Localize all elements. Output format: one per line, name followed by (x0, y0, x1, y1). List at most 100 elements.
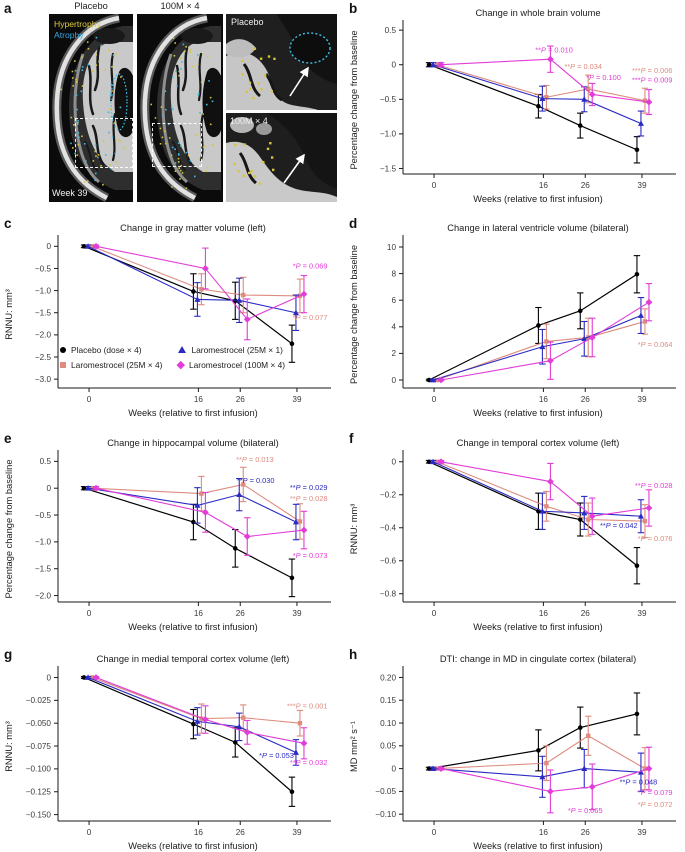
x-tick-label: 39 (637, 181, 647, 190)
data-point-diamond (243, 533, 251, 540)
y-tick-label: −1.0 (35, 538, 52, 547)
y-axis-label: Percentage change from baseline (349, 30, 359, 169)
series-line-l25m1 (432, 314, 642, 381)
legend-item-placebo: Placebo (dose × 4) (60, 345, 162, 355)
series-line-l100m4 (440, 768, 650, 792)
data-point-diamond (547, 787, 554, 795)
data-point-square (89, 486, 95, 491)
data-point-diamond (437, 61, 445, 69)
y-tick-label: −0.8 (380, 590, 397, 599)
data-point-triangle (236, 491, 243, 498)
y-tick-label: −0.100 (26, 765, 52, 774)
p-value-annotation: *P = 0.073 (293, 551, 328, 560)
series-line-l25m4 (436, 461, 645, 522)
p-value-annotation: ***P = 0.001 (287, 702, 328, 711)
data-point-diamond (588, 91, 596, 98)
data-point-diamond (588, 512, 596, 520)
y-tick-label: −1.0 (35, 286, 52, 295)
y-axis-label: RNNU: mm³ (4, 721, 14, 772)
series-line-placebo (83, 487, 293, 579)
p-value-annotation: **P = 0.030 (237, 476, 275, 485)
x-tick-label: 39 (292, 395, 302, 404)
data-point-square (544, 504, 549, 509)
data-point-triangle (85, 485, 92, 491)
x-tick-label: 0 (87, 609, 92, 618)
x-tick-label: 0 (87, 828, 92, 837)
series-line-l25m4 (437, 735, 646, 770)
data-point-triangle (637, 312, 644, 318)
series-line-l25m1 (87, 245, 297, 314)
p-value-annotation: *P = 0.076 (638, 534, 673, 543)
hypertrophy-speckles (233, 141, 275, 185)
y-axis-label: Percentage change from baseline (4, 459, 14, 598)
data-point-diamond (645, 504, 653, 512)
y-tick-label: 10 (387, 243, 397, 252)
legend-label-100m4: Laromestrocel (100M × 4) (188, 359, 286, 370)
chart-b-plot: 0.5 0 −0.5 −1.0 −1.5 0 16 26 39 Change in whole b… (349, 8, 676, 204)
x-tick-label: 0 (87, 395, 92, 404)
p-value-annotation: *P = 0.065 (568, 806, 603, 815)
data-point-triangle (430, 765, 437, 771)
data-point-square (544, 760, 549, 766)
data-point-diamond (547, 55, 554, 63)
chart-title: Change in medial temporal cortex volume … (97, 654, 290, 664)
data-point-square (586, 517, 591, 522)
panel-e-hippocampal: e 0.5 0 −0.5 −1.0 −1.5 −2.0 0 16 26 39 Change in h… (0, 430, 345, 645)
panel-e-letter: e (4, 431, 12, 446)
data-point-square (544, 339, 549, 344)
y-tick-label: 4 (391, 323, 396, 332)
data-point-diamond (588, 783, 596, 791)
data-point-diamond (202, 716, 209, 723)
data-point-diamond (645, 98, 653, 106)
series-line-l25m1 (433, 768, 641, 778)
p-value-annotation: *P = 0.064 (638, 340, 673, 349)
data-point-triangle (292, 518, 299, 525)
chart-title: Change in hippocampal volume (bilateral) (107, 438, 279, 448)
pointer-arrow (283, 153, 305, 184)
data-point-triangle (581, 96, 588, 102)
data-point-triangle (637, 513, 644, 519)
data-point-square (241, 482, 246, 487)
chart-title: Change in gray matter volume (left) (120, 223, 266, 233)
x-tick-label: 26 (236, 395, 246, 404)
change-speckles (150, 37, 214, 189)
data-point-circle (289, 789, 295, 795)
data-point-triangle (539, 343, 546, 350)
x-axis-label: Weeks (relative to first infusion) (128, 408, 258, 418)
y-tick-label: −0.10 (375, 810, 396, 819)
y-tick-label: 8 (391, 269, 396, 278)
data-point-diamond (300, 739, 308, 747)
x-tick-label: 0 (432, 609, 437, 618)
data-point-square (544, 95, 549, 100)
panel-a-letter: a (4, 1, 12, 16)
mri-placebo-image (49, 14, 133, 202)
data-point-circle (577, 725, 583, 730)
x-axis-label: Weeks (relative to first infusion) (473, 408, 603, 418)
data-point-square (199, 716, 204, 721)
data-point-triangle (236, 297, 243, 303)
y-tick-label: 0 (46, 484, 51, 493)
data-point-square (199, 491, 204, 496)
series-line-l100m4 (441, 58, 650, 103)
p-value-annotation: *P = 0.069 (293, 261, 328, 270)
data-point-triangle (194, 502, 201, 508)
panel-h-letter: h (349, 647, 358, 662)
y-tick-label: −0.6 (380, 557, 397, 566)
y-tick-label: −0.125 (26, 788, 52, 797)
data-point-diamond (437, 765, 445, 772)
y-tick-label: 6 (391, 296, 396, 305)
data-point-diamond (92, 674, 100, 681)
panel-a-mri: a Placebo 100M × 4 (0, 0, 345, 214)
chart-h-plot: 0.20 0.15 0.10 0.05 0 −0.05 −0.10 0 16 26 39 DTI: c… (349, 654, 676, 851)
x-axis-label: Weeks (relative to first infusion) (473, 622, 603, 632)
x-axis-label: Weeks (relative to first infusion) (473, 194, 603, 204)
data-point-square (297, 720, 303, 726)
legend-label-25m1: Laromestrocel (25M × 1) (191, 344, 283, 355)
p-value-annotation: *P = 0.072 (638, 800, 673, 809)
data-point-circle (191, 721, 196, 727)
series-line-placebo (428, 64, 638, 151)
x-tick-label: 26 (236, 609, 246, 618)
hypertrophy-speckles (241, 47, 276, 100)
data-point-square (642, 766, 648, 771)
